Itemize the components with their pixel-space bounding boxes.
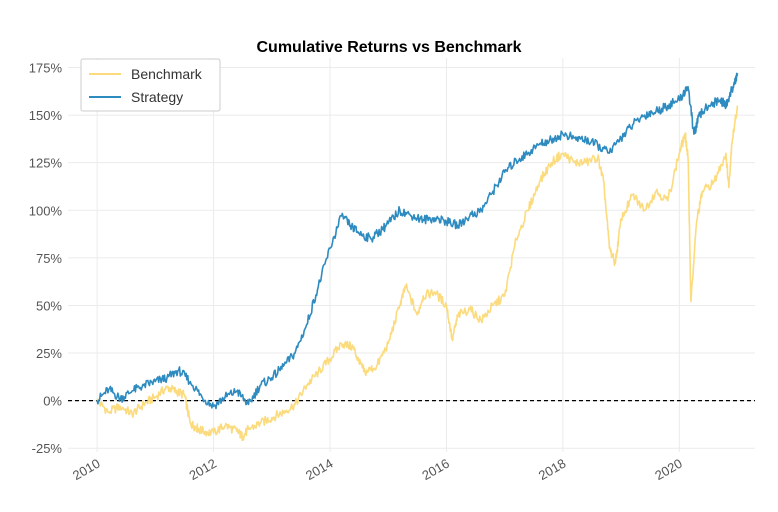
y-tick-label: 150% bbox=[29, 108, 63, 123]
y-tick-label: -25% bbox=[32, 441, 63, 456]
series-lines bbox=[96, 72, 739, 442]
y-tick-label: 0% bbox=[43, 394, 62, 409]
x-tick-label: 2018 bbox=[536, 456, 569, 483]
x-tick-label: 2012 bbox=[187, 456, 220, 483]
y-tick-label: 175% bbox=[29, 61, 63, 76]
series-line-benchmark bbox=[96, 105, 739, 442]
y-axis-tick-labels: -25% 0% 25% 50% 75% 100% 125% 150% 175% bbox=[29, 61, 63, 457]
chart-title: Cumulative Returns vs Benchmark bbox=[257, 39, 522, 56]
legend-label-benchmark: Benchmark bbox=[131, 66, 203, 82]
legend: Benchmark Strategy bbox=[80, 58, 221, 112]
x-tick-label: 2020 bbox=[652, 456, 685, 483]
legend-label-strategy: Strategy bbox=[131, 89, 183, 105]
x-axis-tick-labels: 2010 2012 2014 2016 2018 2020 bbox=[70, 456, 685, 483]
series-line-strategy bbox=[96, 72, 739, 410]
y-tick-label: 125% bbox=[29, 156, 63, 171]
x-tick-label: 2016 bbox=[419, 456, 452, 483]
x-tick-label: 2014 bbox=[303, 456, 336, 483]
gridlines bbox=[68, 58, 755, 452]
y-tick-label: 25% bbox=[36, 346, 62, 361]
x-tick-label: 2010 bbox=[70, 456, 103, 483]
y-tick-label: 100% bbox=[29, 203, 63, 218]
y-tick-label: 50% bbox=[36, 298, 62, 313]
y-tick-label: 75% bbox=[36, 251, 62, 266]
